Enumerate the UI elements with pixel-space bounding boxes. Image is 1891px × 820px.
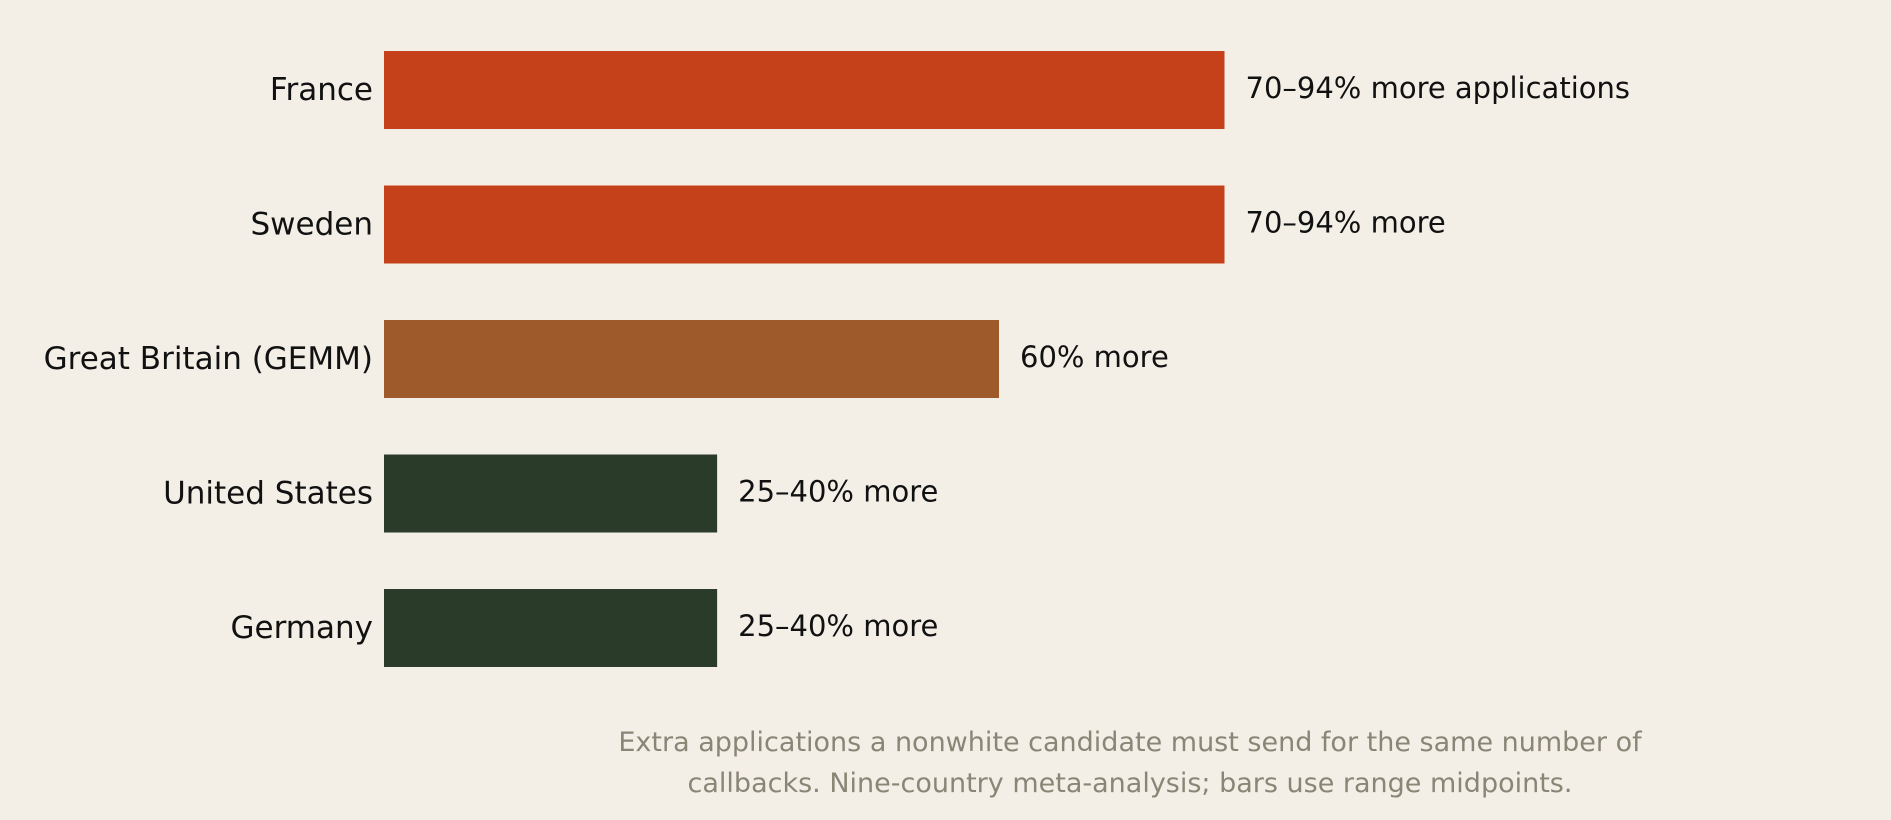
bar-sweden xyxy=(384,185,1225,264)
bars-group: France 70–94% more applications Sweden 70–9… xyxy=(44,51,1630,667)
value-label-germany: 25–40% more xyxy=(738,609,938,643)
value-label-great-britain-gemm: 60% more xyxy=(1020,340,1169,374)
bar-germany xyxy=(384,589,718,667)
caption-line-2: callbacks. Nine-country meta-analysis; b… xyxy=(687,768,1573,799)
caption-line-1: Extra applications a nonwhite candidate … xyxy=(618,727,1642,758)
category-label-great-britain-gemm: Great Britain (GEMM) xyxy=(44,341,373,377)
category-label-france: France xyxy=(270,72,373,108)
category-label-sweden: Sweden xyxy=(250,207,373,243)
bar-great-britain-gemm xyxy=(384,320,999,398)
bar-france xyxy=(384,51,1225,129)
chart-caption: Extra applications a nonwhite candidate … xyxy=(500,722,1760,804)
value-label-france: 70–94% more applications xyxy=(1246,71,1631,105)
category-label-united-states: United States xyxy=(163,476,373,512)
value-label-united-states: 25–40% more xyxy=(738,475,938,509)
category-label-germany: Germany xyxy=(231,610,373,646)
value-label-sweden: 70–94% more xyxy=(1246,206,1446,240)
bar-united-states xyxy=(384,454,718,533)
